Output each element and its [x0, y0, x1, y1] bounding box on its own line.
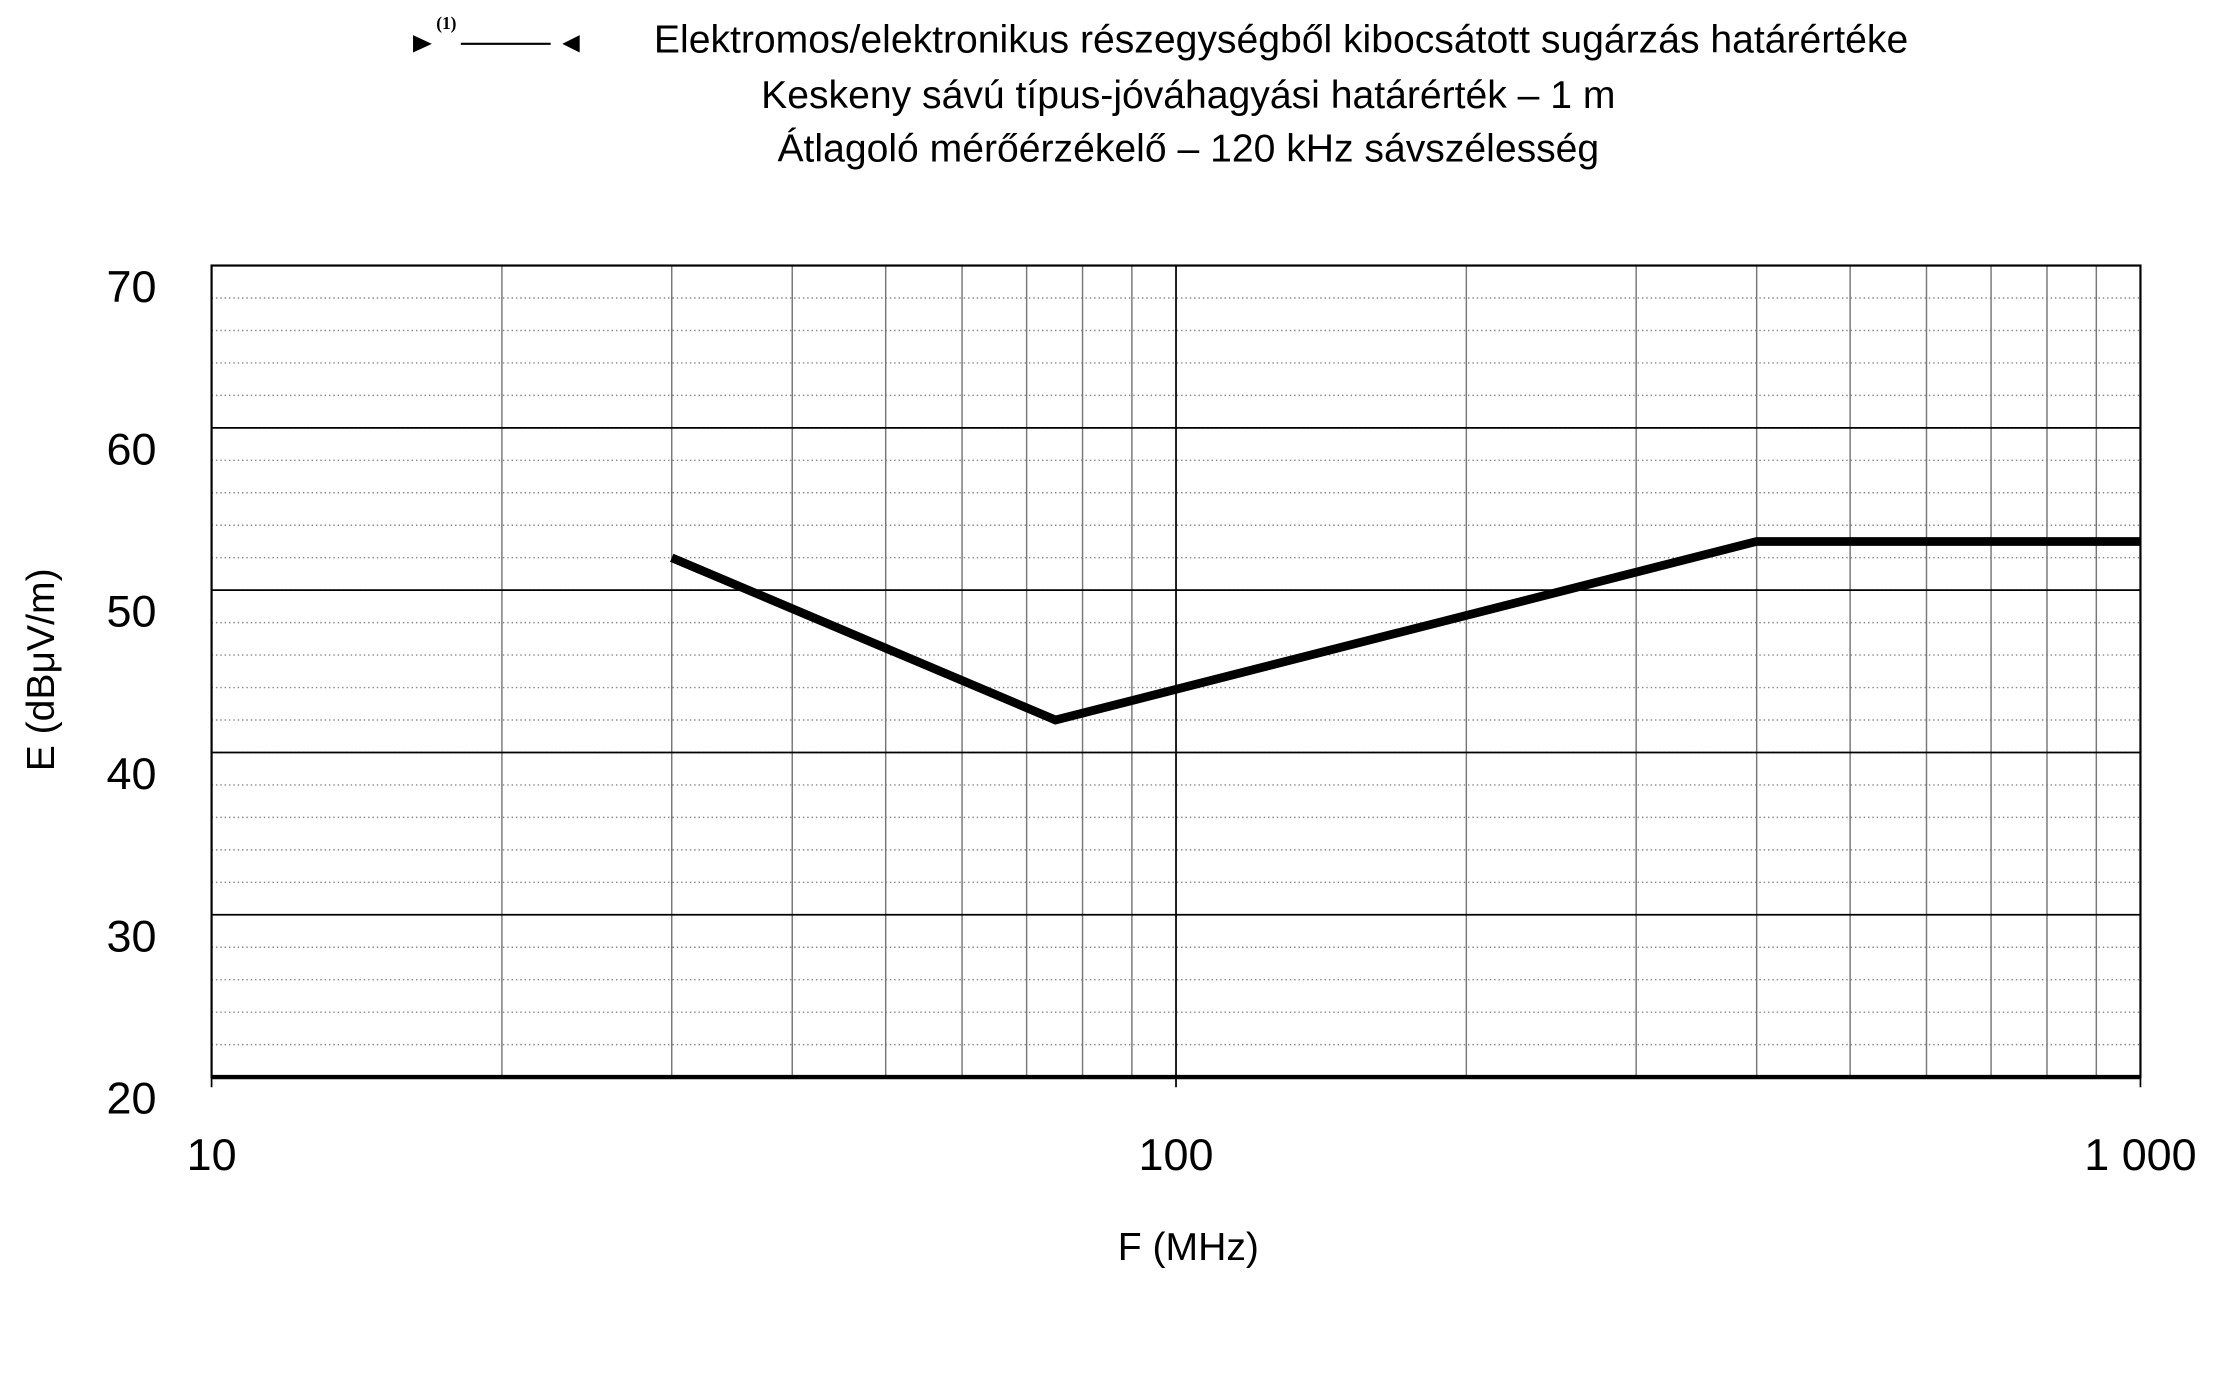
- x-tick-label: 1 000: [2084, 1129, 2196, 1180]
- chart-subtitle: Átlagoló mérőérzékelő – 120 kHz sávszéle…: [777, 127, 1599, 170]
- marker-arrow: [562, 35, 580, 53]
- chart-title: Elektromos/elektronikus részegységből ki…: [654, 19, 1908, 62]
- y-axis-label: E (dBμV/m): [20, 568, 63, 771]
- x-axis-label: F (MHz): [1118, 1226, 1259, 1269]
- x-tick-label: 100: [1139, 1129, 1214, 1180]
- y-tick-label: 20: [107, 1073, 157, 1124]
- x-tick-label: 10: [187, 1129, 237, 1180]
- y-tick-label: 30: [107, 910, 157, 961]
- marker-note: (1): [436, 14, 456, 33]
- y-tick-label: 50: [107, 586, 157, 637]
- marker-arrow: [413, 35, 432, 53]
- chart-subtitle: Keskeny sávú típus-jóváhagyási határérté…: [761, 74, 1615, 117]
- data-line: [670, 537, 2141, 725]
- y-tick-label: 60: [107, 423, 157, 474]
- y-tick-label: 70: [107, 261, 157, 312]
- y-tick-label: 40: [107, 748, 157, 799]
